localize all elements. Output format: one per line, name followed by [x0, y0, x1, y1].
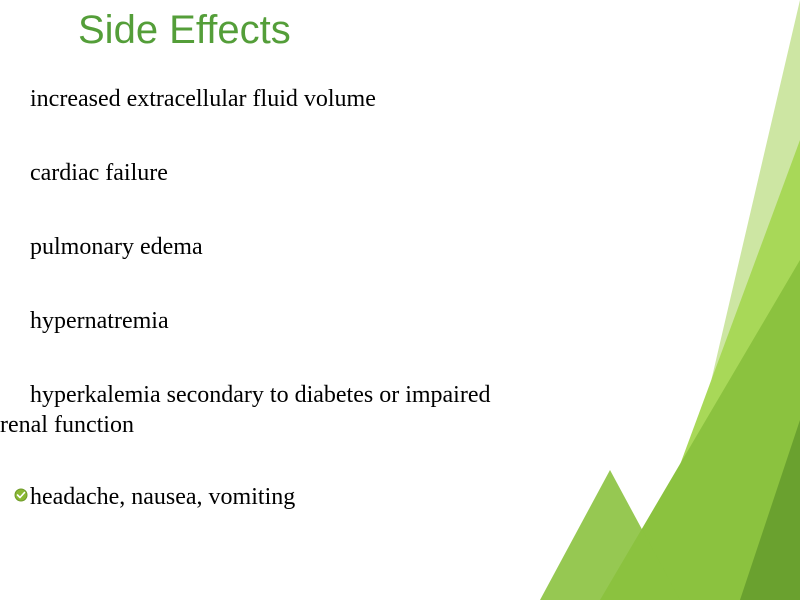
side-effect-item: hypernatremia [30, 306, 169, 336]
slide-title: Side Effects [78, 8, 291, 53]
decorative-leaves [540, 0, 800, 600]
side-effect-item: pulmonary edema [30, 232, 203, 262]
bullet-icon [14, 488, 28, 502]
side-effect-item: increased extracellular fluid volume [30, 84, 376, 114]
side-effect-item: hyperkalemia secondary to diabetes or im… [30, 380, 550, 440]
side-effect-item: cardiac failure [30, 158, 168, 188]
side-effect-item: headache, nausea, vomiting [30, 482, 295, 512]
slide: Side Effects increased extracellular flu… [0, 0, 800, 600]
